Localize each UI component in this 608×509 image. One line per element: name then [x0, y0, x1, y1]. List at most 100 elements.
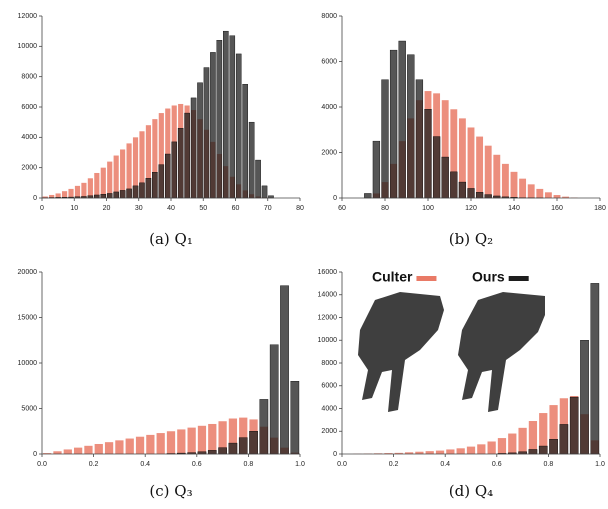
x-tick-label: 0.0	[37, 461, 47, 468]
bar	[442, 157, 449, 198]
bar	[165, 154, 170, 198]
bar	[459, 182, 466, 198]
bar	[126, 189, 131, 198]
bar	[94, 195, 99, 198]
x-tick-label: 80	[381, 205, 389, 212]
bar	[191, 98, 196, 198]
y-tick-label: 2000	[21, 165, 37, 172]
x-tick-label: 80	[296, 205, 304, 212]
bar	[223, 31, 228, 198]
y-tick-label: 14000	[318, 292, 338, 299]
insets	[358, 292, 545, 412]
x-tick-label: 0	[40, 205, 44, 212]
bar	[177, 429, 185, 454]
bar	[570, 397, 578, 454]
y-tick-label: 8000	[21, 74, 37, 81]
bar	[382, 80, 389, 198]
bar	[64, 449, 72, 454]
bar	[236, 54, 241, 198]
bar	[115, 440, 123, 454]
y-tick-label: 10000	[18, 360, 38, 367]
legend-swatch	[509, 276, 529, 281]
x-tick-label: 70	[264, 205, 272, 212]
bar	[75, 186, 80, 198]
caption: (d) Q₄	[449, 482, 493, 500]
bar	[468, 188, 475, 198]
bar	[364, 193, 371, 198]
y-tick-label: 10000	[18, 43, 38, 50]
x-tick-label: 50	[199, 205, 207, 212]
x-tick-label: 140	[508, 205, 520, 212]
bar	[529, 449, 537, 454]
bar	[152, 172, 157, 198]
y-tick-label: 2000	[321, 428, 337, 435]
bar	[229, 443, 237, 454]
y-tick-label: 0	[333, 451, 337, 458]
bar	[519, 179, 526, 198]
bar	[554, 195, 561, 198]
caption: (b) Q₂	[449, 230, 493, 248]
bar	[560, 424, 568, 454]
bar	[126, 439, 134, 454]
bar	[167, 431, 175, 454]
bar	[185, 113, 190, 198]
bar	[468, 127, 475, 198]
y-tick-label: 10000	[318, 337, 338, 344]
bar	[84, 446, 92, 454]
legend-label: Ours	[472, 269, 505, 285]
bar	[243, 84, 248, 198]
bar	[198, 426, 206, 454]
bar	[280, 286, 288, 454]
y-tick-label: 0	[33, 451, 37, 458]
bar	[433, 137, 440, 198]
bar	[68, 189, 73, 198]
bar	[53, 451, 61, 454]
bar	[549, 439, 557, 454]
y-tick-label: 15000	[18, 314, 38, 321]
bar	[255, 160, 260, 198]
y-tick-label: 0	[33, 195, 37, 202]
bar	[511, 172, 518, 198]
bar	[94, 173, 99, 198]
bar	[508, 434, 516, 454]
y-tick-label: 6000	[21, 104, 37, 111]
bar	[528, 184, 535, 198]
bar	[390, 50, 397, 198]
bar	[146, 178, 151, 198]
y-tick-label: 8000	[321, 360, 337, 367]
y-tick-label: 12000	[318, 314, 338, 321]
x-tick-label: 0.2	[389, 461, 399, 468]
inset-model	[358, 292, 444, 412]
bar	[591, 283, 599, 454]
x-tick-label: 40	[167, 205, 175, 212]
caption: (a) Q₁	[149, 230, 193, 248]
bar	[399, 41, 406, 198]
bar	[88, 178, 93, 198]
bar	[545, 192, 552, 198]
legend-swatch	[416, 276, 436, 281]
bar	[467, 447, 475, 454]
bar	[197, 83, 202, 198]
bar	[188, 428, 196, 454]
bar	[159, 165, 164, 198]
bar	[249, 122, 254, 198]
bar	[457, 448, 465, 454]
x-tick-label: 0.6	[492, 461, 502, 468]
y-tick-label: 4000	[321, 104, 337, 111]
bar	[529, 421, 537, 454]
figure: 02000400060008000100001200014000160000.0…	[0, 0, 608, 509]
x-tick-label: 180	[594, 205, 606, 212]
panel: 02000400060008000100001200014000160000.0…	[318, 269, 605, 500]
x-tick-label: 1.0	[295, 461, 305, 468]
x-tick-label: 0.8	[244, 461, 254, 468]
legend-label: Culter	[372, 269, 413, 285]
x-tick-label: 60	[338, 205, 346, 212]
bar	[270, 345, 278, 454]
bar	[105, 442, 113, 454]
inset-model	[458, 292, 545, 412]
bar	[291, 381, 299, 454]
bar	[208, 424, 216, 454]
bar	[498, 438, 506, 454]
y-tick-label: 4000	[321, 405, 337, 412]
bar	[157, 433, 165, 454]
